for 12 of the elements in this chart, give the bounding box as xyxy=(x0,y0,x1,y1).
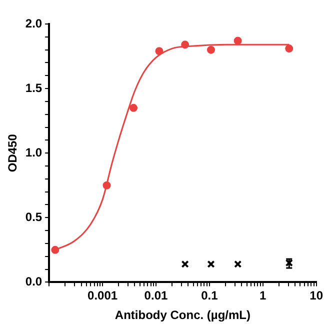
y-tick-label: 0.0 xyxy=(25,274,42,289)
y-tick-label: 2.0 xyxy=(25,16,42,30)
x-axis-title: Antibody Conc. (µg/mL) xyxy=(114,308,250,322)
y-tick-label: 0.5 xyxy=(25,210,42,224)
x-tick-label: 0.1 xyxy=(201,288,218,303)
x-tick-label: 1 xyxy=(260,288,267,303)
x-tick-label: 10 xyxy=(310,288,324,303)
y-tick-label: 1.0 xyxy=(25,145,42,160)
y-axis-title: OD450 xyxy=(6,134,20,172)
y-tick-label: 1.5 xyxy=(25,80,42,95)
x-tick-label: 0.01 xyxy=(144,288,168,303)
x-tick-label: 0.001 xyxy=(88,288,118,303)
